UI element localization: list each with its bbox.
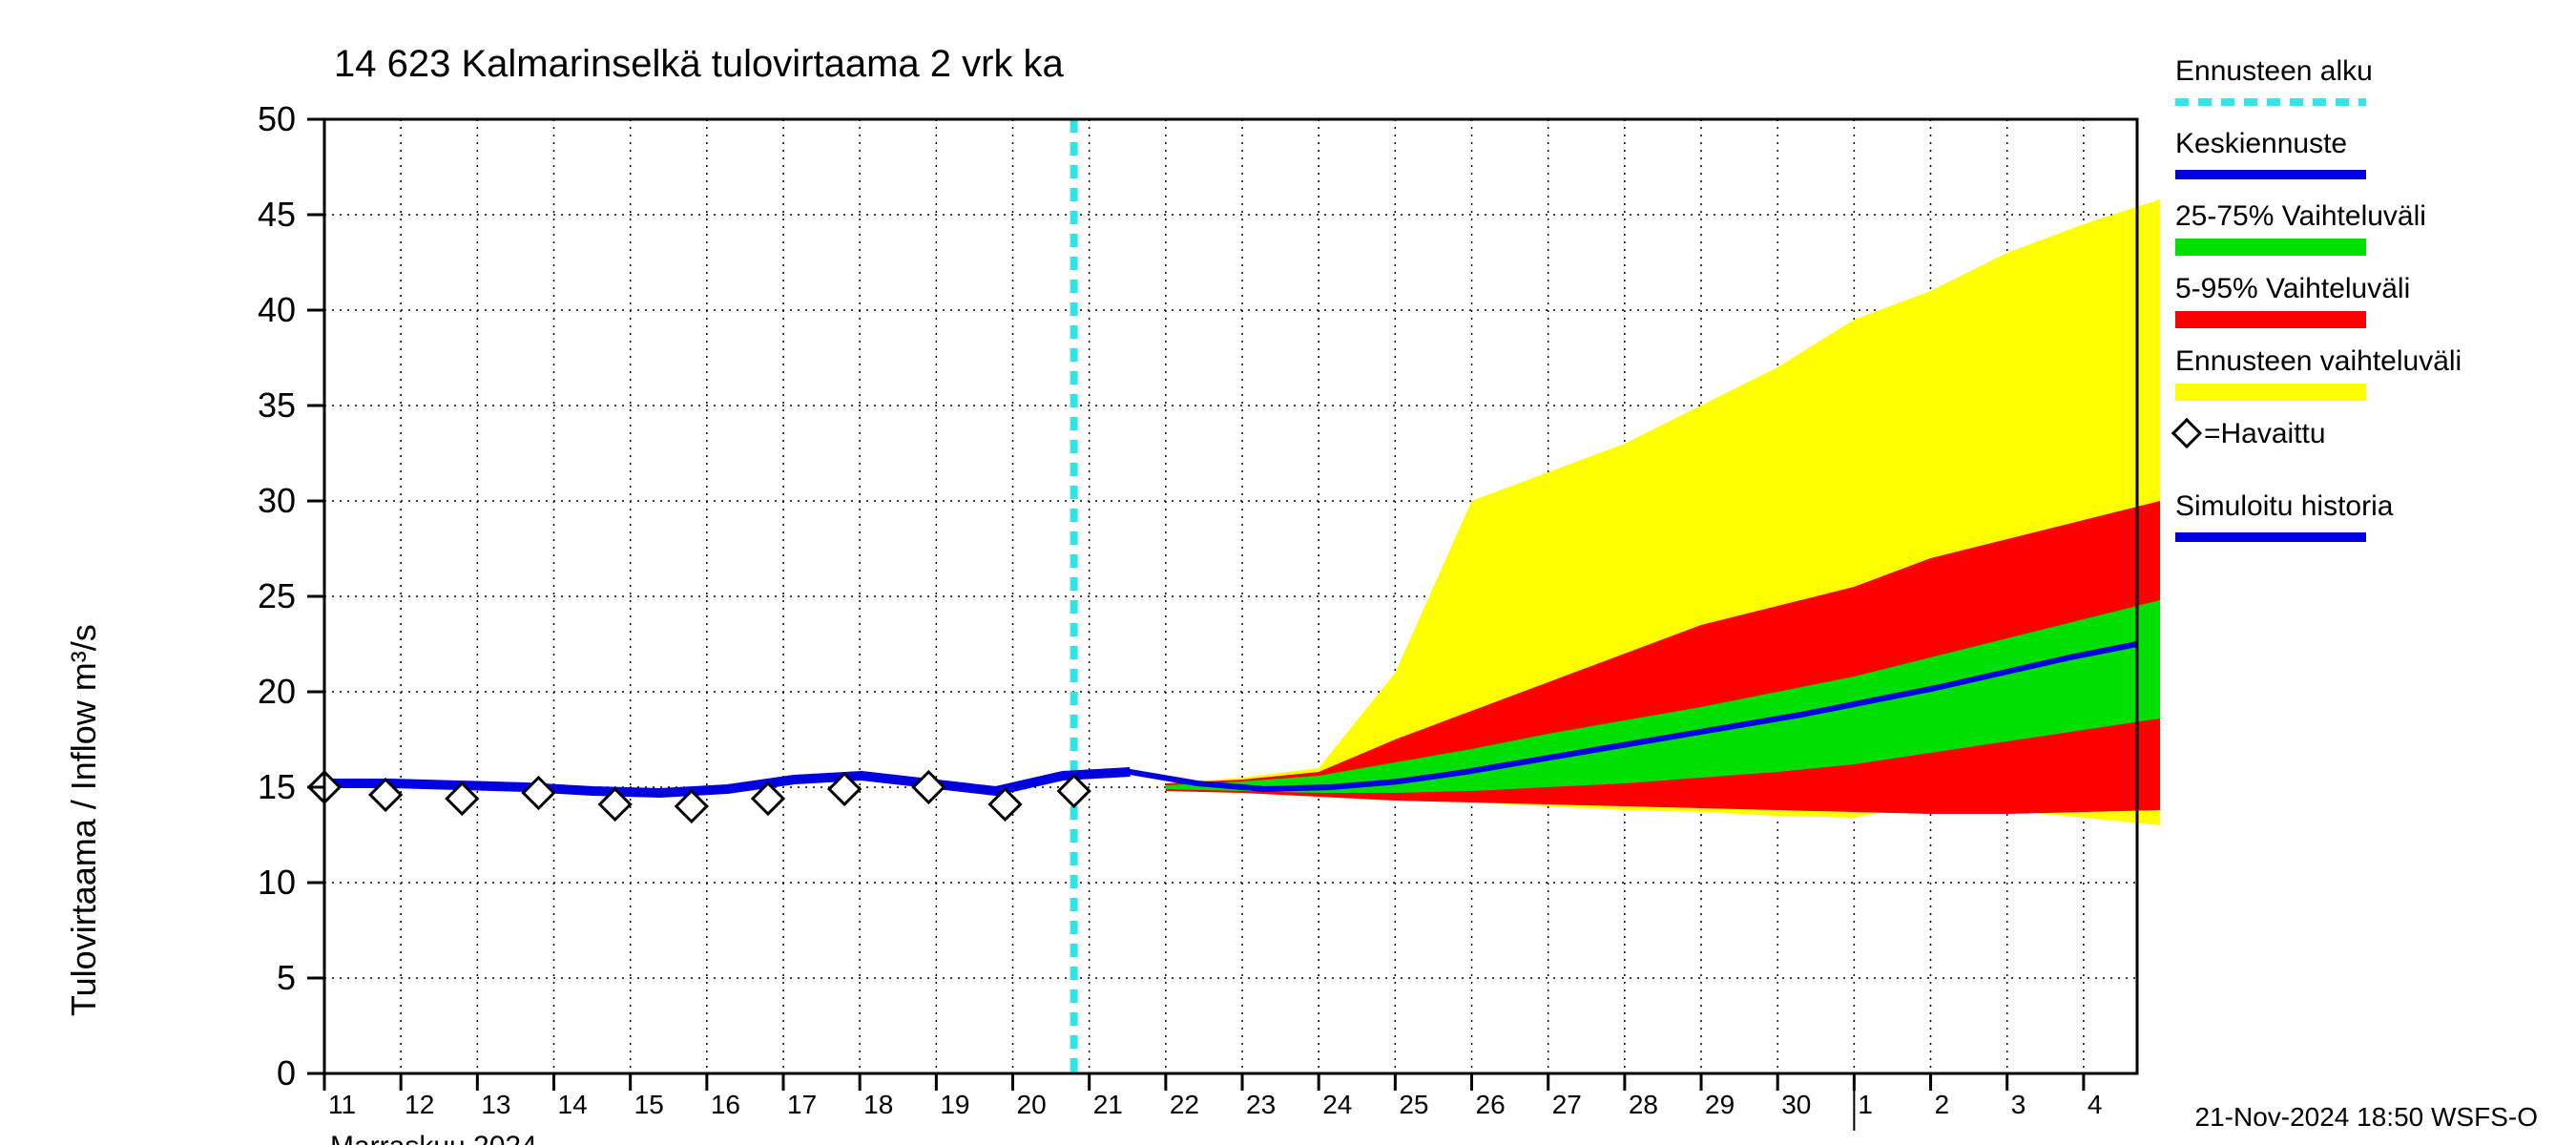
x-tick-label: 16 [711, 1090, 740, 1119]
y-tick-label: 20 [258, 672, 296, 711]
legend-label: 25-75% Vaihteluväli [2175, 200, 2426, 232]
y-tick-label: 5 [277, 958, 296, 997]
x-tick-label: 2 [1935, 1090, 1950, 1119]
x-tick-label: 27 [1552, 1090, 1582, 1119]
x-tick-label: 29 [1705, 1090, 1735, 1119]
timestamp-label: 21-Nov-2024 18:50 WSFS-O [2195, 1102, 2539, 1132]
x-tick-label: 1 [1858, 1090, 1873, 1119]
x-tick-label: 19 [940, 1090, 969, 1119]
x-tick-label: 12 [405, 1090, 434, 1119]
x-tick-label: 11 [328, 1090, 356, 1119]
x-month-label-fi: Marraskuu 2024 [330, 1131, 537, 1145]
x-tick-label: 4 [2088, 1090, 2103, 1119]
y-tick-label: 40 [258, 290, 296, 329]
x-tick-label: 18 [863, 1090, 893, 1119]
y-tick-label: 45 [258, 195, 296, 234]
inflow-forecast-chart: 0510152025303540455011121314151617181920… [0, 0, 2576, 1145]
x-tick-label: 30 [1781, 1090, 1811, 1119]
legend-label: 5-95% Vaihteluväli [2175, 273, 2410, 304]
legend-swatch [2175, 384, 2366, 401]
x-tick-label: 28 [1629, 1090, 1658, 1119]
y-tick-label: 50 [258, 99, 296, 138]
legend-label: Ennusteen alku [2175, 55, 2373, 87]
legend-swatch [2175, 311, 2366, 328]
x-tick-label: 24 [1322, 1090, 1352, 1119]
x-tick-label: 14 [558, 1090, 588, 1119]
y-axis-label: Tulovirtaama / Inflow m³/s [64, 624, 103, 1016]
legend-label: =Havaittu [2204, 418, 2326, 449]
legend-label: Ennusteen vaihteluväli [2175, 345, 2462, 377]
x-tick-label: 21 [1093, 1090, 1123, 1119]
y-tick-label: 0 [277, 1053, 296, 1093]
x-tick-label: 17 [787, 1090, 817, 1119]
chart-container: 0510152025303540455011121314151617181920… [0, 0, 2576, 1145]
x-tick-label: 3 [2011, 1090, 2026, 1119]
y-tick-label: 25 [258, 576, 296, 615]
x-tick-label: 22 [1170, 1090, 1199, 1119]
legend-swatch [2175, 239, 2366, 256]
y-tick-label: 35 [258, 385, 296, 425]
x-tick-label: 20 [1017, 1090, 1047, 1119]
x-tick-label: 25 [1399, 1090, 1428, 1119]
x-tick-label: 26 [1476, 1090, 1506, 1119]
y-tick-label: 15 [258, 767, 296, 806]
y-tick-label: 30 [258, 481, 296, 520]
y-tick-label: 10 [258, 863, 296, 902]
legend-label: Keskiennuste [2175, 128, 2347, 159]
legend-label: Simuloitu historia [2175, 490, 2394, 522]
chart-title: 14 623 Kalmarinselkä tulovirtaama 2 vrk … [334, 43, 1065, 85]
x-tick-label: 23 [1246, 1090, 1276, 1119]
x-tick-label: 15 [634, 1090, 664, 1119]
x-tick-label: 13 [481, 1090, 510, 1119]
